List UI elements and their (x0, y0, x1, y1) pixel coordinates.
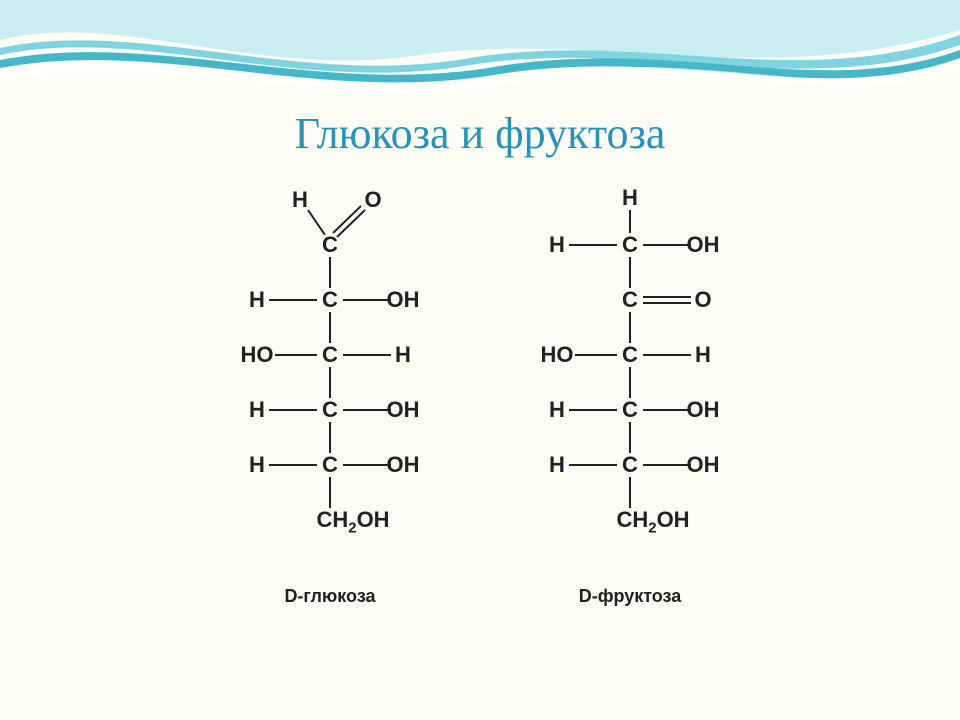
atom-g-H4: H (249, 399, 265, 421)
bond-horizontal (343, 299, 391, 301)
bond-horizontal (569, 409, 617, 411)
bond-horizontal (643, 464, 691, 466)
atom-g-H-top: H (292, 189, 308, 211)
bond-vertical (629, 422, 631, 453)
bond-vertical (329, 477, 331, 508)
bond-horizontal (569, 244, 617, 246)
atom-f-C4: C (622, 399, 638, 421)
atom-g-HO3: HO (241, 344, 274, 366)
atom-g-O-top: O (364, 189, 381, 211)
atom-f-C5: C (622, 454, 638, 476)
bond-vertical (329, 257, 331, 288)
atom-g-H2: H (249, 289, 265, 311)
atom-f-H5: H (549, 454, 565, 476)
bond-vertical (629, 312, 631, 343)
bond-vertical (629, 257, 631, 288)
atom-g-C4: C (322, 399, 338, 421)
atom-g-OH2: OH (387, 289, 420, 311)
atom-f-OH1: OH (687, 234, 720, 256)
atom-g-OH5: OH (387, 454, 420, 476)
fischer-fructose: HCCCCCCH2OHHOHOHOHHOHHOH (535, 180, 725, 580)
atom-g-C3: C (322, 344, 338, 366)
atom-f-O2: O (694, 289, 711, 311)
atom-f-OH4: OH (687, 399, 720, 421)
bond-vertical (629, 477, 631, 508)
bond-horizontal (643, 409, 691, 411)
bond-vertical (329, 422, 331, 453)
label-fructose: D-фруктоза (579, 586, 682, 607)
atom-g-C5: C (322, 454, 338, 476)
bond-vertical (629, 367, 631, 398)
atom-f-C1: C (622, 234, 638, 256)
bond-horizontal (269, 299, 317, 301)
bond-horizontal (269, 409, 317, 411)
atom-g-CH2OH: CH2OH (316, 509, 389, 531)
bond-horizontal (569, 464, 617, 466)
bond-vertical (329, 367, 331, 398)
atom-f-HO3: HO (541, 344, 574, 366)
bond-horizontal (343, 354, 391, 356)
bond-horizontal (643, 244, 691, 246)
bond-double-horizontal (643, 296, 691, 298)
structures-row: HOCCCCCCH2OHHOHHOHHOHHOH D-глюкоза HCCCC… (0, 180, 960, 607)
bond-horizontal (575, 354, 617, 356)
atom-f-H-top: H (622, 187, 638, 209)
molecule-fructose: HCCCCCCH2OHHOHOHOHHOHHOH D-фруктоза (535, 180, 725, 607)
atom-f-H1: H (549, 234, 565, 256)
atom-g-C2: C (322, 289, 338, 311)
atom-f-OH5: OH (687, 454, 720, 476)
bond-horizontal (275, 354, 317, 356)
fischer-glucose: HOCCCCCCH2OHHOHHOHHOHHOH (235, 180, 425, 580)
atom-f-H3: H (695, 344, 711, 366)
atom-g-H3: H (395, 344, 411, 366)
bond-vertical (629, 210, 631, 233)
atom-f-CH2OH: CH2OH (616, 509, 689, 531)
bond-double-horizontal (643, 302, 691, 304)
bond-vertical (329, 312, 331, 343)
molecule-glucose: HOCCCCCCH2OHHOHHOHHOHHOH D-глюкоза (235, 180, 425, 607)
label-glucose: D-глюкоза (284, 586, 375, 607)
bond-horizontal (643, 354, 691, 356)
bond-horizontal (343, 464, 391, 466)
atom-f-H4: H (549, 399, 565, 421)
atom-f-C2: C (622, 289, 638, 311)
slide-title: Глюкоза и фруктоза (0, 108, 960, 159)
bond-horizontal (269, 464, 317, 466)
atom-f-C3: C (622, 344, 638, 366)
bond-double-diagonal (332, 205, 361, 233)
atom-g-H5: H (249, 454, 265, 476)
atom-g-C1: C (322, 234, 338, 256)
bond-horizontal (343, 409, 391, 411)
atom-g-OH4: OH (387, 399, 420, 421)
